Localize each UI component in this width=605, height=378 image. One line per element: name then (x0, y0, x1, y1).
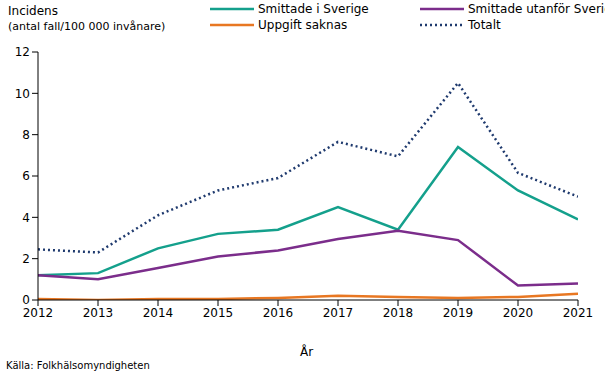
svg-text:10: 10 (15, 87, 30, 101)
svg-text:2013: 2013 (83, 306, 114, 320)
svg-text:2020: 2020 (503, 306, 534, 320)
svg-text:2017: 2017 (323, 306, 354, 320)
svg-text:2: 2 (22, 252, 30, 266)
svg-text:8: 8 (22, 128, 30, 142)
svg-text:12: 12 (15, 45, 30, 59)
html-text:Smittade i Sverige: Smittade i Sverige (258, 2, 369, 16)
html-text:Uppgift saknas: Uppgift saknas (258, 18, 348, 32)
svg-text:2019: 2019 (443, 306, 474, 320)
svg-text:2014: 2014 (143, 306, 174, 320)
svg-text:2015: 2015 (203, 306, 234, 320)
svg-text:2016: 2016 (263, 306, 294, 320)
svg-text:0: 0 (22, 293, 30, 307)
html-text:(antal fall/100 000 invånare): (antal fall/100 000 invånare) (8, 20, 166, 33)
svg-text:2018: 2018 (383, 306, 414, 320)
html-text:Totalt: Totalt (468, 18, 501, 32)
svg-text:2021: 2021 (563, 306, 594, 320)
svg-text:2012: 2012 (23, 306, 54, 320)
html-text:Incidens: Incidens (8, 4, 58, 18)
svg-text:6: 6 (22, 169, 30, 183)
html-text:Källa: Folkhälsomyndigheten: Källa: Folkhälsomyndigheten (6, 360, 150, 371)
svg-text:4: 4 (22, 211, 30, 225)
html-text:År: År (300, 345, 314, 359)
